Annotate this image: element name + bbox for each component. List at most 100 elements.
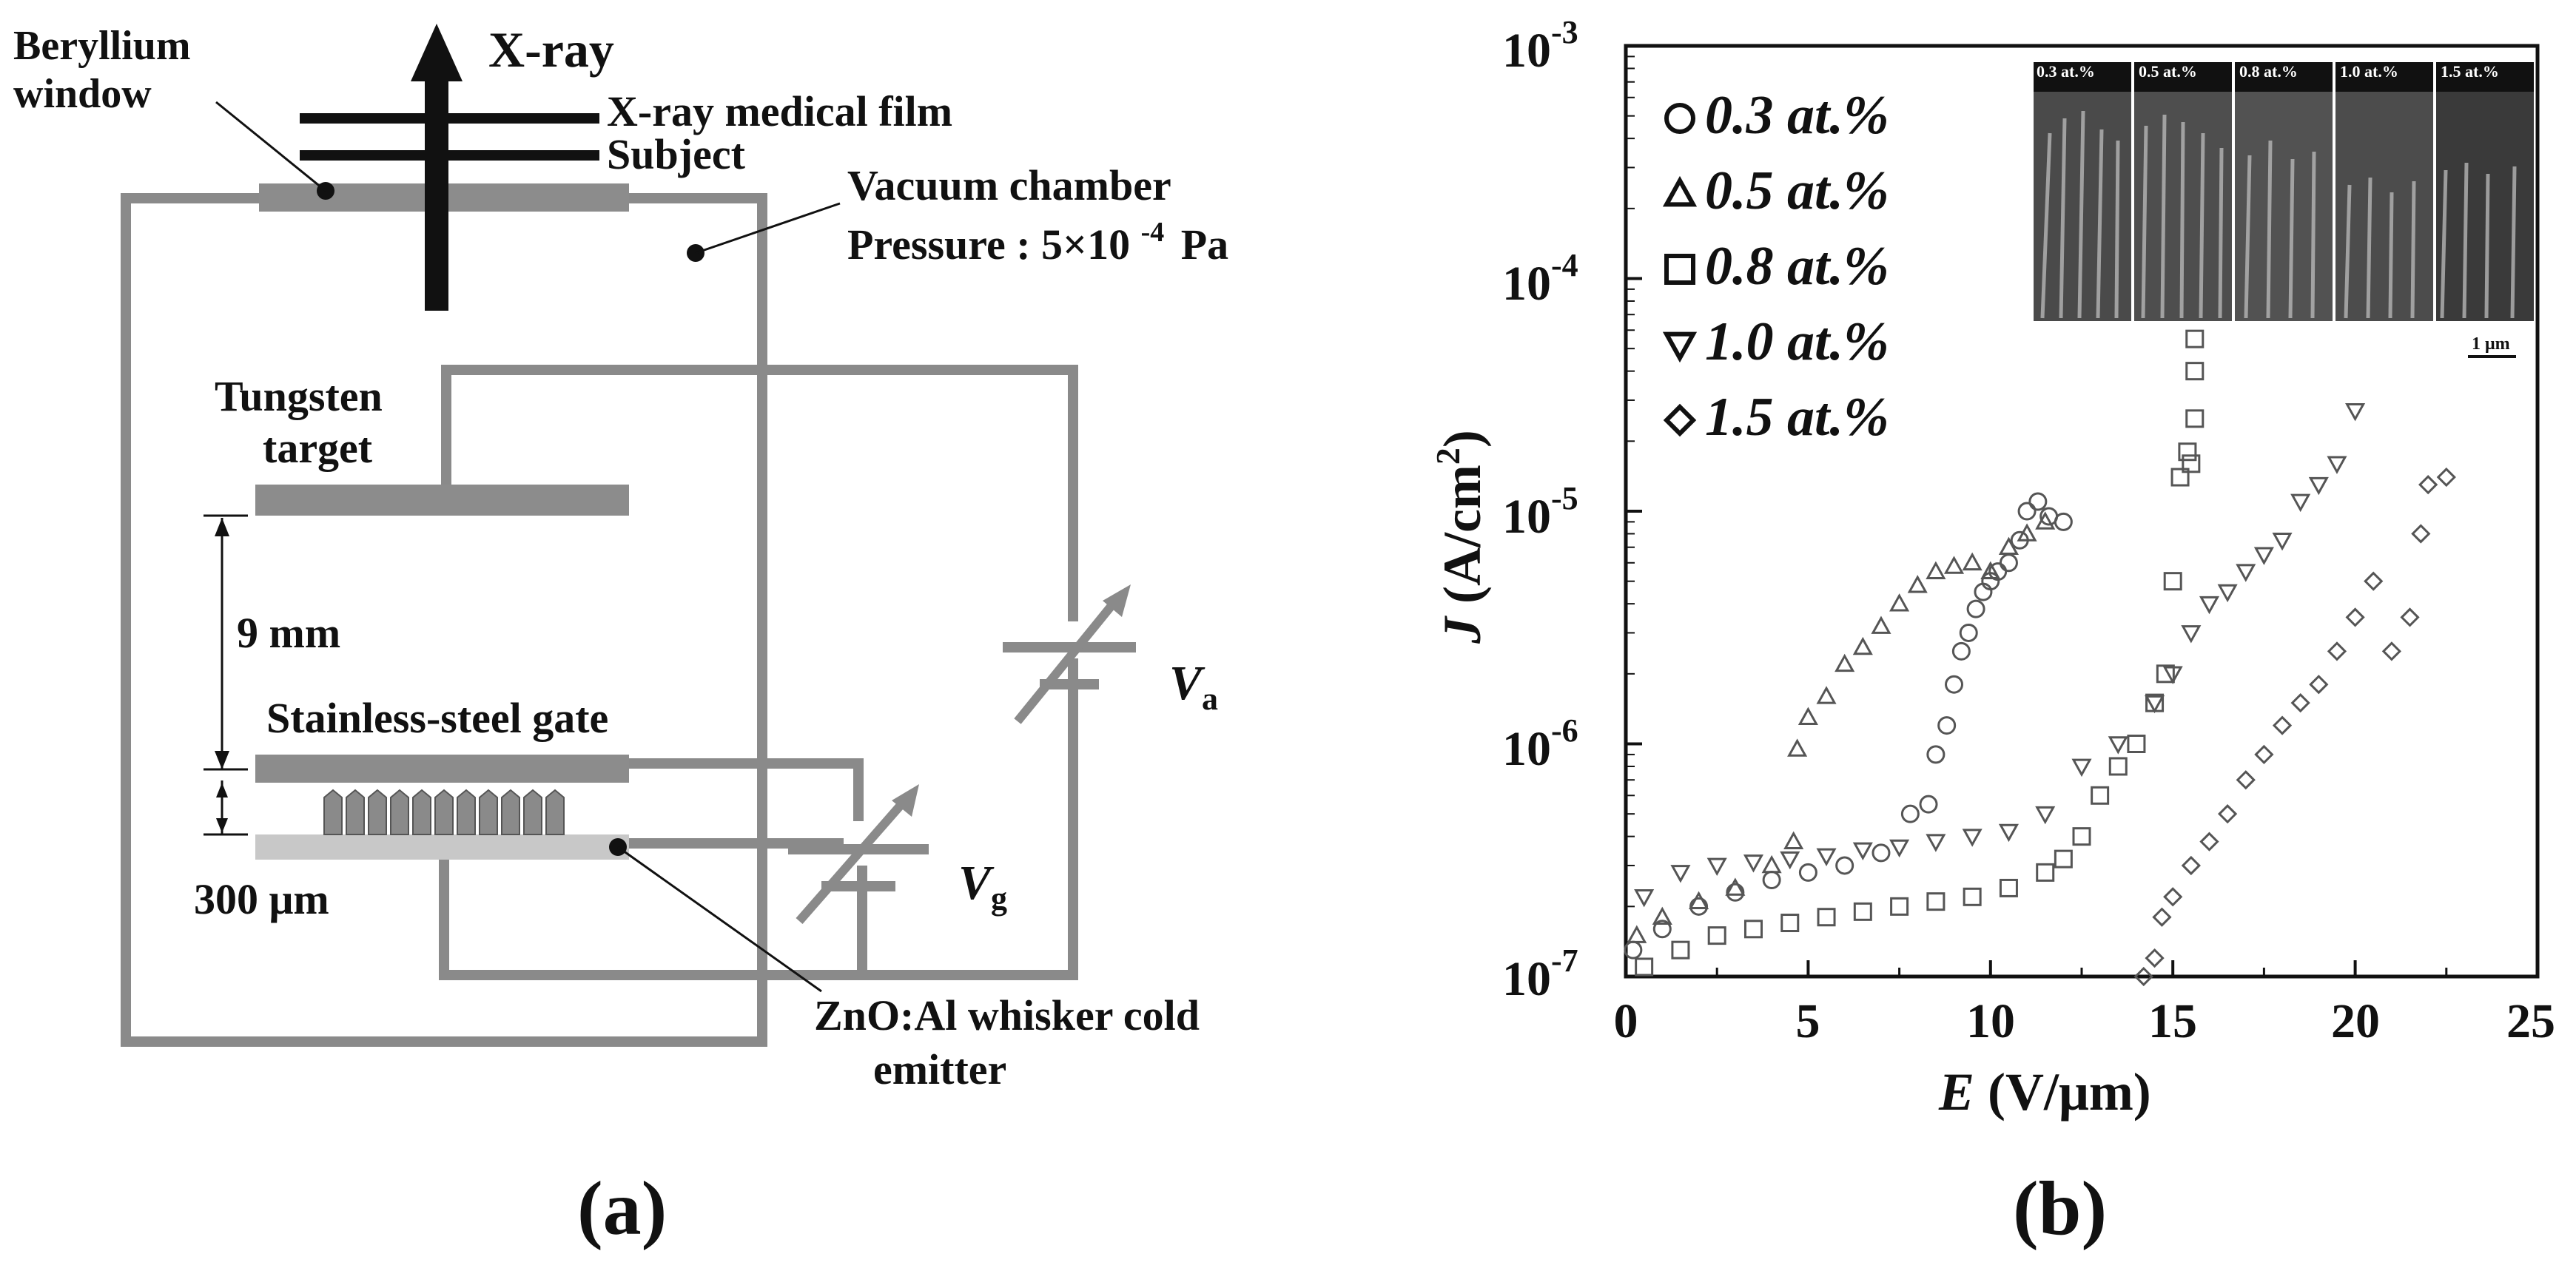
sem-label-4: 1.0 at.%	[2340, 62, 2398, 81]
data-point-triangle-down	[1706, 857, 1727, 877]
panel-a-schematic: Beryllium window X-ray X-ray medical fil…	[13, 21, 1228, 1251]
axis-ticks	[1624, 44, 2539, 978]
data-point-triangle-down	[2290, 493, 2311, 513]
xray-arrow	[411, 24, 463, 311]
data-point-circle	[1919, 795, 1938, 814]
data-point-diamond	[2236, 770, 2256, 790]
y-tick-label-1e-3: 10-3	[1502, 14, 1578, 78]
data-point-circle	[1966, 599, 1985, 618]
data-point-triangle-down	[1670, 865, 1691, 883]
data-point-triangle-up	[1889, 593, 1910, 612]
x-tick-label-25: 25	[2506, 994, 2555, 1048]
data-point-diamond	[2217, 804, 2238, 824]
data-point-triangle-up	[2017, 523, 2037, 542]
data-point-triangle-up	[1798, 706, 1818, 725]
legend-label: 0.8 at.%	[1705, 236, 1889, 297]
data-point-diamond	[2436, 467, 2456, 488]
legend-label: 1.5 at.%	[1705, 387, 1889, 448]
data-point-triangle-up	[1725, 877, 1746, 896]
data-point-triangle-down	[2236, 564, 2256, 582]
y-tick-label-1e-7: 10-7	[1502, 942, 1578, 1006]
data-point-triangle-up	[1652, 906, 1672, 925]
data-point-square	[2036, 863, 2055, 882]
data-points	[1624, 329, 2456, 987]
x-tick-label-20: 20	[2331, 994, 2380, 1048]
label-subject: Subject	[607, 130, 746, 178]
label-300um: 300 μm	[194, 875, 329, 923]
data-point-triangle-down	[1889, 839, 1910, 858]
data-point-diamond	[2199, 832, 2219, 851]
beryllium-pointer-line	[215, 101, 326, 192]
gate-circuit-wire	[629, 758, 864, 843]
label-xray-film: X-ray medical film	[607, 87, 952, 135]
sem-label-2: 0.5 at.%	[2139, 62, 2197, 81]
data-point-diamond	[2327, 641, 2347, 661]
data-point-triangle-down	[1816, 848, 1837, 867]
label-vacuum-chamber: Vacuum chamber	[847, 161, 1171, 209]
label-emitter-line1: ZnO:Al whisker cold	[814, 991, 1200, 1039]
data-point-triangle-down	[2199, 596, 2220, 615]
data-point-triangle-down	[1634, 889, 1655, 908]
data-point-diamond	[2345, 607, 2365, 627]
data-point-triangle-up	[2035, 511, 2056, 530]
data-point-diamond	[2400, 607, 2420, 627]
x-tick-label-0: 0	[1614, 994, 1638, 1048]
legend-label: 0.3 at.%	[1705, 85, 1889, 146]
data-point-square	[1743, 920, 1763, 939]
caption-b: (b)	[2013, 1166, 2107, 1251]
legend-marker-circle	[1664, 103, 1695, 134]
label-xray: X-ray	[488, 21, 614, 78]
data-point-triangle-up	[1871, 616, 1891, 634]
sem-inset-panel-5	[2436, 62, 2534, 321]
va-battery-symbol	[1003, 584, 1136, 724]
data-point-triangle-down	[1743, 854, 1764, 873]
y-tick-label-1e-5: 10-5	[1502, 480, 1578, 544]
y-tick-label-1e-6: 10-6	[1502, 712, 1578, 776]
cathode-substrate-plate	[255, 834, 629, 860]
legend-marker-triangle-down	[1662, 331, 1698, 363]
data-point-diamond	[2254, 744, 2274, 765]
data-point-triangle-up	[1627, 925, 1647, 943]
data-point-triangle-up	[1787, 738, 1808, 757]
data-point-triangle-down	[2272, 532, 2293, 551]
data-point-square	[2178, 442, 2197, 462]
label-tungsten: Tungsten	[215, 372, 383, 420]
data-point-square	[2156, 664, 2175, 684]
emitter-pointer-line	[617, 846, 822, 993]
data-point-diamond	[2272, 715, 2293, 735]
data-point-triangle-down	[1962, 829, 1983, 847]
zno-whisker-array	[323, 789, 565, 835]
label-va: Va	[1169, 656, 1218, 717]
data-point-triangle-up	[1783, 831, 1804, 849]
legend: 0.3 at.% 0.5 at.% 0.8 at.% 1.0 at.% 1.5 at.%	[1662, 85, 1889, 448]
vg-battery-symbol	[788, 784, 929, 924]
label-window: window	[13, 71, 152, 117]
data-point-triangle-down	[2217, 584, 2238, 603]
data-point-triangle-down	[2145, 695, 2165, 714]
data-point-square	[1890, 897, 1909, 916]
data-point-triangle-down	[2162, 666, 2183, 684]
data-point-circle	[1926, 745, 1946, 764]
tungsten-target-plate	[255, 485, 629, 516]
y-tick-label-1e-4: 10-4	[1502, 247, 1578, 311]
data-point-square	[2170, 468, 2190, 487]
data-point-diamond	[2418, 475, 2438, 495]
data-point-diamond	[2181, 855, 2201, 876]
label-pressure: Pressure : 5×10 -4 Pa	[847, 203, 1228, 269]
label-9mm: 9 mm	[237, 609, 340, 657]
data-point-square	[1635, 957, 1654, 977]
data-point-triangle-down	[1780, 851, 1800, 870]
scale-bar-label: 1 μm	[2472, 334, 2510, 354]
x-axis-title: E (V/μm)	[1938, 1062, 2151, 1122]
x-tick-labels: 0 5 10 15 20 25	[1614, 994, 2556, 1048]
data-point-square	[2072, 827, 2091, 846]
data-point-square	[1671, 940, 1690, 960]
sem-inset: 0.3 at.% 0.5 at.% 0.8 at.% 1.0 at.% 1.5 …	[2034, 62, 2534, 358]
data-point-circle	[1835, 856, 1854, 875]
dimension-9mm	[204, 514, 248, 771]
data-point-circle	[1959, 623, 1978, 642]
data-point-circle	[1937, 716, 1957, 735]
data-point-triangle-down	[2327, 456, 2347, 474]
x-tick-label-15: 15	[2148, 994, 2197, 1048]
data-point-circle	[1945, 675, 1964, 694]
